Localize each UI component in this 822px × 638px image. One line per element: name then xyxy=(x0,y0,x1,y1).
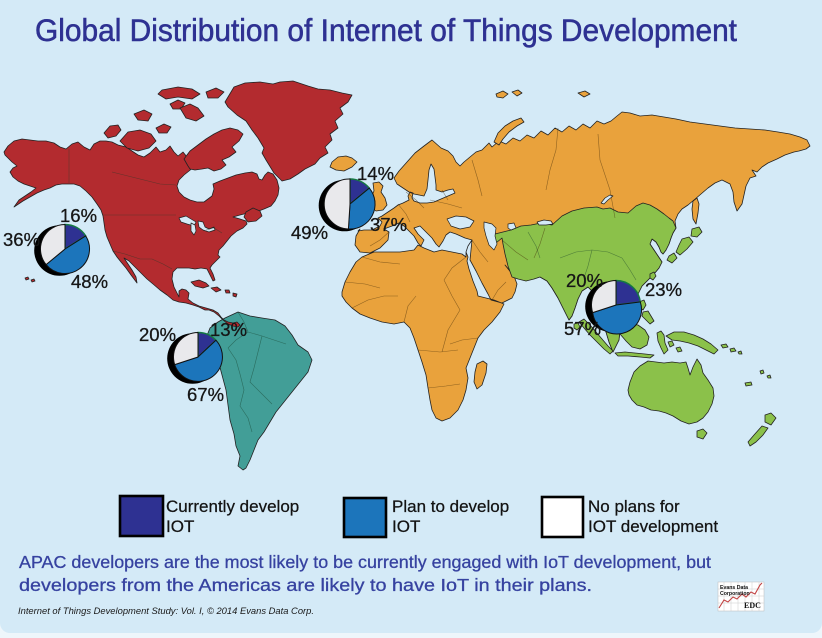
svg-text:developers from the Americas a: developers from the Americas are likely … xyxy=(19,575,592,595)
svg-text:48%: 48% xyxy=(71,271,108,292)
svg-text:23%: 23% xyxy=(645,279,682,300)
svg-text:20%: 20% xyxy=(139,324,176,345)
svg-text:49%: 49% xyxy=(291,222,328,243)
svg-text:EDC: EDC xyxy=(744,601,761,610)
svg-text:14%: 14% xyxy=(357,163,394,184)
svg-text:No plans for: No plans for xyxy=(588,497,680,516)
svg-text:67%: 67% xyxy=(187,384,224,405)
svg-text:Plan to develop: Plan to develop xyxy=(392,497,509,516)
svg-text:IOT: IOT xyxy=(392,517,420,536)
svg-text:36%: 36% xyxy=(3,229,40,250)
svg-text:13%: 13% xyxy=(210,319,247,340)
svg-text:IOT development: IOT development xyxy=(588,517,718,536)
svg-text:57%: 57% xyxy=(564,318,601,339)
svg-text:16%: 16% xyxy=(60,205,97,226)
svg-text:20%: 20% xyxy=(566,270,603,291)
svg-text:Currently develop: Currently develop xyxy=(166,497,299,516)
svg-text:Global Distribution of Interne: Global Distribution of Internet of Thing… xyxy=(35,12,737,48)
svg-text:Internet of Things Development: Internet of Things Development Study: Vo… xyxy=(18,606,314,617)
svg-text:Evans Data: Evans Data xyxy=(720,585,748,591)
svg-text:37%: 37% xyxy=(370,214,407,235)
svg-text:IOT: IOT xyxy=(166,517,194,536)
svg-text:Corporation: Corporation xyxy=(720,591,750,597)
svg-text:APAC developers are the most l: APAC developers are the most likely to b… xyxy=(19,552,711,572)
